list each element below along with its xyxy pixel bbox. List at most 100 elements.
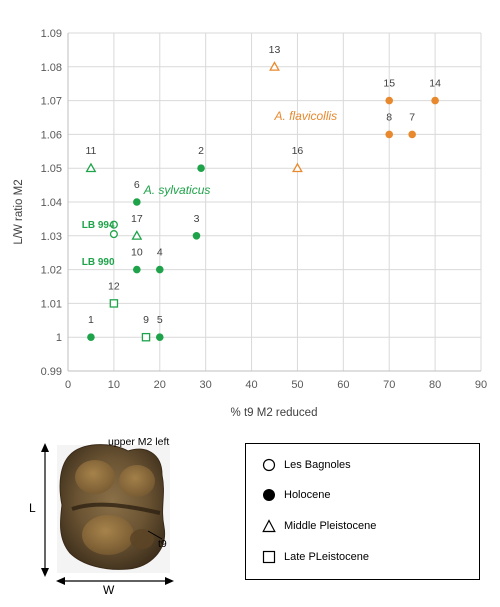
length-arrow-head xyxy=(41,443,49,452)
t9-pointer xyxy=(147,530,163,540)
grid-lines xyxy=(68,32,482,371)
data-point xyxy=(269,61,280,71)
width-label: W xyxy=(103,583,115,597)
legend-label: Late PLeistocene xyxy=(284,551,370,563)
x-tick-label: 60 xyxy=(337,379,349,391)
open-circle-icon xyxy=(262,458,276,472)
data-point xyxy=(133,265,141,274)
data-point xyxy=(385,96,394,105)
point-label: 5 xyxy=(157,314,163,326)
length-label: L xyxy=(29,501,36,515)
data-points xyxy=(85,61,439,342)
legend-item-late-pleistocene: Late PLeistocene xyxy=(262,549,369,565)
data-point xyxy=(192,232,201,240)
data-point xyxy=(109,299,119,308)
data-point xyxy=(431,96,439,105)
point-label: 2 xyxy=(198,145,204,157)
legend: Les Bagnoles Holocene Middle Pleistocene… xyxy=(245,443,480,580)
data-point xyxy=(385,130,394,139)
x-tick-label: 40 xyxy=(245,379,257,391)
point-label: 7 xyxy=(409,111,415,123)
tooth-groove xyxy=(71,502,161,515)
tooth-figure: upper M2 left L W t9 xyxy=(0,435,200,602)
point-label: 15 xyxy=(383,78,395,90)
data-point xyxy=(109,230,118,239)
width-arrow-head xyxy=(165,577,174,585)
x-tick-labels: 0 10 20 30 40 50 60 70 80 90 xyxy=(65,379,487,391)
point-label: 3 xyxy=(194,213,200,225)
t9-label: t9 xyxy=(158,538,167,550)
data-point xyxy=(109,220,118,229)
y-axis-label: L/W ratio M2 xyxy=(13,179,25,244)
data-point xyxy=(155,265,164,274)
point-label: 9 xyxy=(143,314,149,326)
data-point xyxy=(131,230,143,240)
y-tick-label: 1.06 xyxy=(41,129,62,141)
point-label: 13 xyxy=(269,44,281,56)
y-tick-label: 1.08 xyxy=(41,62,62,74)
legend-label: Les Bagnoles xyxy=(284,459,351,471)
tooth-cusp xyxy=(119,465,155,497)
point-label: 16 xyxy=(292,145,304,157)
point-label: 8 xyxy=(386,111,392,123)
data-point xyxy=(292,162,303,173)
y-tick-label: 1.02 xyxy=(41,265,62,277)
legend-item-middle-pleistocene: Middle Pleistocene xyxy=(262,518,376,534)
x-tick-label: 0 xyxy=(65,379,71,391)
tooth-caption: upper M2 left xyxy=(108,436,170,448)
open-triangle-icon xyxy=(262,519,276,533)
x-tick-label: 30 xyxy=(200,379,212,391)
data-point xyxy=(85,162,97,173)
annotation-site: LB 990 xyxy=(82,257,115,268)
y-tick-label: 1.05 xyxy=(41,163,62,175)
point-label: 1 xyxy=(88,314,94,326)
data-point xyxy=(197,164,205,172)
legend-item-les-bagnoles: Les Bagnoles xyxy=(262,457,351,473)
y-tick-label: 1 xyxy=(56,332,62,344)
point-label: 11 xyxy=(85,145,96,157)
y-tick-label: 1.07 xyxy=(41,96,62,108)
point-label: 14 xyxy=(429,78,441,90)
scatter-chart: 0.99 1 1.01 1.02 1.03 1.04 1.05 1.06 1.07 1.08 1.0… xyxy=(13,28,487,419)
y-tick-label: 1.09 xyxy=(41,28,62,40)
point-label: 10 xyxy=(131,247,143,259)
y-tick-label: 0.99 xyxy=(41,366,62,378)
axes xyxy=(67,33,481,372)
x-tick-label: 70 xyxy=(383,379,395,391)
y-tick-label: 1.03 xyxy=(41,231,62,243)
tooth-cusp xyxy=(82,515,134,555)
x-tick-label: 10 xyxy=(108,379,120,391)
width-arrow-head xyxy=(56,577,65,585)
data-point xyxy=(133,198,141,206)
x-tick-label: 80 xyxy=(429,379,441,391)
point-label: 12 xyxy=(108,280,120,292)
y-tick-label: 1.04 xyxy=(41,197,62,209)
data-point xyxy=(87,333,95,342)
filled-circle-icon xyxy=(263,489,275,501)
data-point xyxy=(408,130,416,139)
data-point xyxy=(155,333,164,342)
x-tick-label: 90 xyxy=(475,379,487,391)
legend-label: Holocene xyxy=(284,489,331,501)
point-label: 17 xyxy=(131,213,143,225)
annotation-species: A. sylvaticus xyxy=(143,183,211,197)
annotation-species: A. flavicollis xyxy=(274,109,338,123)
legend-item-holocene: Holocene xyxy=(262,487,330,503)
data-point xyxy=(141,332,151,342)
legend-label: Middle Pleistocene xyxy=(284,520,377,532)
tooth-image xyxy=(41,443,174,585)
point-label: 6 xyxy=(134,179,140,191)
x-axis-label: % t9 M2 reduced xyxy=(231,407,318,419)
y-tick-labels: 0.99 1 1.01 1.02 1.03 1.04 1.05 1.06 1.07 1.08 1.0… xyxy=(41,28,62,378)
y-tick-label: 1.01 xyxy=(41,298,62,310)
tooth-cusp-t9 xyxy=(130,529,154,549)
tooth-cusp xyxy=(75,460,115,494)
annotations: A. flavicollis A. sylvaticus LB 994 LB 990 xyxy=(82,109,337,268)
x-tick-label: 20 xyxy=(154,379,166,391)
length-arrow-head xyxy=(41,568,49,577)
x-tick-label: 50 xyxy=(291,379,303,391)
annotation-site: LB 994 xyxy=(82,220,115,231)
point-label: 4 xyxy=(157,247,163,259)
open-square-icon xyxy=(262,550,276,564)
